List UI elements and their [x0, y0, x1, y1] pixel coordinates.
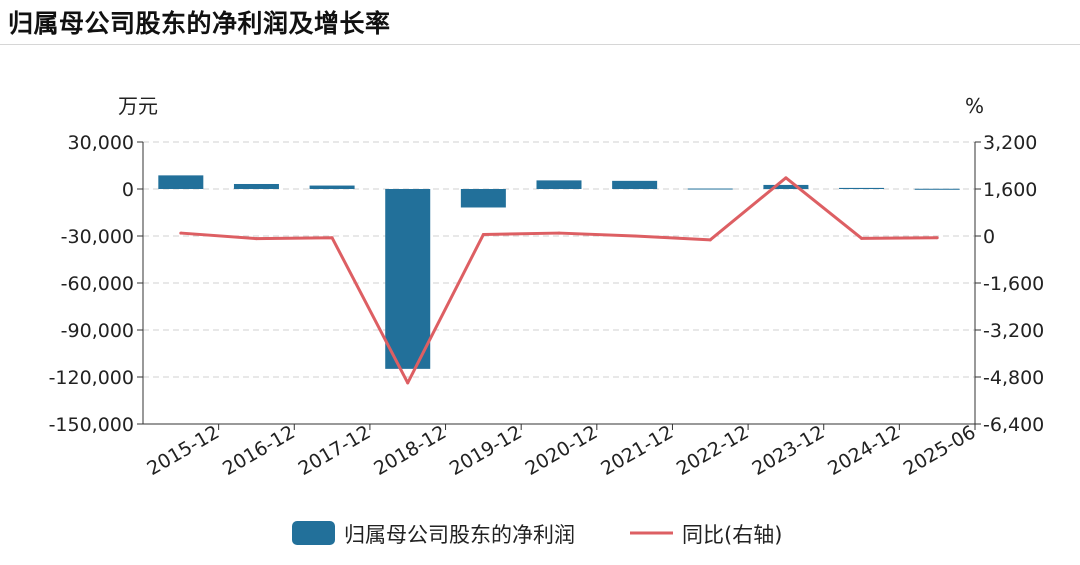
bar-2016-12	[233, 183, 279, 189]
x-tick-label: 2015-12	[143, 421, 223, 480]
bar-2023-12	[763, 184, 809, 189]
x-tick-label: 2020-12	[522, 421, 602, 480]
bar-2024-12	[839, 187, 885, 189]
bar-series	[158, 175, 960, 369]
y-right-tick-label: -6,400	[983, 414, 1044, 436]
y-right-tick-label: 1,600	[983, 179, 1037, 201]
y-right-tick-label: -4,800	[983, 367, 1044, 389]
x-tick-label: 2024-12	[824, 421, 904, 480]
x-tick-label: 2023-12	[748, 421, 828, 480]
y-left-tick-label: 0	[122, 179, 134, 201]
bar-2018-12	[385, 189, 431, 369]
yoy-point-2024-12	[860, 236, 864, 240]
yoy-point-2021-12	[633, 234, 637, 238]
axis-labels: 30,000 0 -30,000 -60,000 -90,000 -120,000 -150…	[49, 94, 1045, 480]
legend-line-label: 同比(右轴)	[682, 523, 782, 547]
bar-2021-12	[612, 180, 658, 189]
y-left-tick-label: -60,000	[61, 273, 134, 295]
yoy-point-2023-12	[784, 176, 788, 180]
y-left-tick-label: -150,000	[49, 414, 134, 436]
bar-2015-12	[158, 175, 204, 189]
x-tick-label: 2025-06	[900, 421, 980, 480]
legend-bar-swatch	[292, 521, 335, 545]
axes	[137, 141, 981, 430]
yoy-line	[180, 176, 938, 385]
y-left-unit: 万元	[118, 94, 158, 118]
y-left-tick-label: -30,000	[61, 226, 134, 248]
x-tick-label: 2021-12	[597, 421, 677, 480]
x-tick-label: 2016-12	[219, 421, 299, 480]
x-tick-label: 2022-12	[673, 421, 753, 480]
bar-2017-12	[309, 185, 355, 189]
x-tick-label: 2017-12	[295, 421, 375, 480]
y-left-tick-label: -90,000	[61, 320, 134, 342]
y-left-tick-label: -120,000	[49, 367, 134, 389]
y-right-unit: %	[965, 94, 984, 118]
yoy-point-2017-12	[330, 236, 334, 240]
chart-title: 归属母公司股东的净利润及增长率	[8, 9, 391, 38]
x-tick-label: 2018-12	[370, 421, 450, 480]
y-right-tick-label: -1,600	[983, 273, 1044, 295]
yoy-point-2018-12	[406, 381, 410, 385]
x-tick-label: 2019-12	[446, 421, 526, 480]
y-right-tick-label: 0	[983, 226, 995, 248]
bar-2022-12	[687, 188, 733, 190]
gridlines	[143, 141, 975, 378]
yoy-point-2022-12	[708, 238, 712, 242]
yoy-point-2015-12	[179, 231, 183, 235]
line-series	[179, 176, 939, 385]
legend-bar-label: 归属母公司股东的净利润	[344, 523, 575, 547]
yoy-point-2025-06	[935, 236, 939, 240]
yoy-point-2020-12	[557, 231, 561, 235]
bar-2019-12	[460, 189, 506, 208]
bar-2020-12	[536, 180, 582, 189]
y-left-tick-label: 30,000	[68, 132, 134, 154]
y-right-tick-label: -3,200	[983, 320, 1044, 342]
legend: 归属母公司股东的净利润 同比(右轴)	[292, 521, 782, 547]
y-right-tick-label: 3,200	[983, 132, 1037, 154]
yoy-point-2019-12	[481, 233, 485, 237]
title-divider	[0, 44, 1080, 45]
yoy-point-2016-12	[254, 237, 258, 241]
bar-2025-06	[914, 188, 960, 190]
